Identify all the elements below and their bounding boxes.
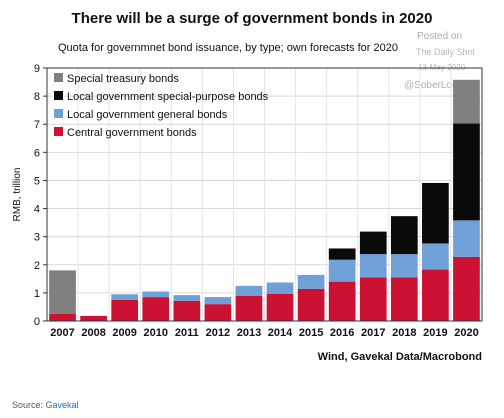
bar-segment xyxy=(235,295,263,321)
bar-segment xyxy=(235,285,263,296)
x-tick-label: 2015 xyxy=(299,327,323,339)
bar-segment xyxy=(142,291,170,298)
bar-segment xyxy=(204,297,232,305)
watermark-site: The Daily Shot xyxy=(416,47,476,57)
bar-segment xyxy=(204,304,232,321)
x-tick-label: 2020 xyxy=(454,327,478,339)
bar-segment xyxy=(390,216,418,255)
bar-segment xyxy=(359,231,387,255)
bar-segment xyxy=(359,254,387,278)
y-axis-label: RMB, trillion xyxy=(12,168,23,222)
x-tick-label: 2009 xyxy=(112,327,136,339)
legend-swatch xyxy=(54,73,63,82)
legend-label: Special treasury bonds xyxy=(67,73,179,85)
bar-segment xyxy=(111,299,139,321)
y-tick-label: 3 xyxy=(34,232,40,244)
bar-segment xyxy=(390,277,418,321)
bar-segment xyxy=(453,79,480,124)
legend-swatch xyxy=(54,109,63,118)
caption-prefix: Source: xyxy=(12,400,46,410)
x-tick-label: 2010 xyxy=(144,327,168,339)
image-caption: Source: Gavekal xyxy=(12,400,79,410)
plot-frame xyxy=(46,67,483,322)
chart-figure: There will be a surge of government bond… xyxy=(12,10,483,363)
bar-segment xyxy=(173,300,201,321)
y-tick-label: 9 xyxy=(34,63,40,75)
legend-label: Central government bonds xyxy=(67,127,197,139)
bar-segment xyxy=(422,243,449,270)
x-tick-label: 2011 xyxy=(175,327,199,339)
legend-swatch xyxy=(54,127,63,136)
bar-segment xyxy=(390,254,418,278)
watermark-handle: @SoberLook xyxy=(404,80,463,91)
x-tick-label: 2018 xyxy=(392,327,416,339)
caption-source-link[interactable]: Gavekal xyxy=(45,400,79,410)
stacked-bar-chart: 0 1 2 3 4 5 6 7 8 9 2007 2008 2009 2010 2011 2012 2013 20… xyxy=(12,63,483,339)
bar-segment xyxy=(453,256,480,321)
y-tick-label: 2 xyxy=(34,260,40,272)
y-tick-label: 4 xyxy=(34,204,40,216)
data-source-note: Wind, Gavekal Data/Macrobond xyxy=(317,351,482,363)
bar-segment xyxy=(297,274,325,289)
bar-segment xyxy=(328,248,356,260)
x-tick-label: 2016 xyxy=(330,327,354,339)
bar-segment xyxy=(49,270,76,314)
x-tick-label: 2017 xyxy=(361,327,385,339)
x-tick-label: 2013 xyxy=(237,327,261,339)
bar-segment xyxy=(49,313,76,321)
bar-segment xyxy=(142,297,170,321)
legend-label: Local government general bonds xyxy=(67,109,228,121)
bar-segment xyxy=(422,269,449,321)
bar-segment xyxy=(80,315,107,321)
y-tick-label: 5 xyxy=(34,175,40,187)
bar-segment xyxy=(173,295,201,301)
bar-segment xyxy=(328,259,356,282)
bar-segment xyxy=(328,281,356,321)
chart-title: There will be a surge of government bond… xyxy=(71,10,433,27)
y-tick-label: 0 xyxy=(34,316,40,328)
bar-segment xyxy=(297,288,325,321)
bar-segment xyxy=(266,282,294,294)
bar-segment xyxy=(111,294,139,300)
x-tick-label: 2012 xyxy=(206,327,230,339)
x-tick-label: 2008 xyxy=(81,327,105,339)
y-tick-label: 7 xyxy=(34,119,40,131)
watermark-posted-on: Posted on xyxy=(417,31,463,42)
legend-label: Local government special-purpose bonds xyxy=(67,91,269,103)
y-tick-label: 1 xyxy=(34,288,40,300)
bar-segment xyxy=(359,277,387,321)
bar-segment xyxy=(266,293,294,321)
y-tick-label: 6 xyxy=(34,147,40,159)
chart-subtitle: Quota for governmnet bond issuance, by t… xyxy=(58,42,398,54)
y-tick-label: 8 xyxy=(34,91,40,103)
bar-segment xyxy=(422,182,449,244)
bar-segment xyxy=(453,220,480,257)
legend-swatch xyxy=(54,91,63,100)
bar-segment xyxy=(453,123,480,221)
x-tick-label: 2014 xyxy=(268,327,293,339)
x-tick-label: 2007 xyxy=(50,327,74,339)
x-tick-label: 2019 xyxy=(423,327,447,339)
